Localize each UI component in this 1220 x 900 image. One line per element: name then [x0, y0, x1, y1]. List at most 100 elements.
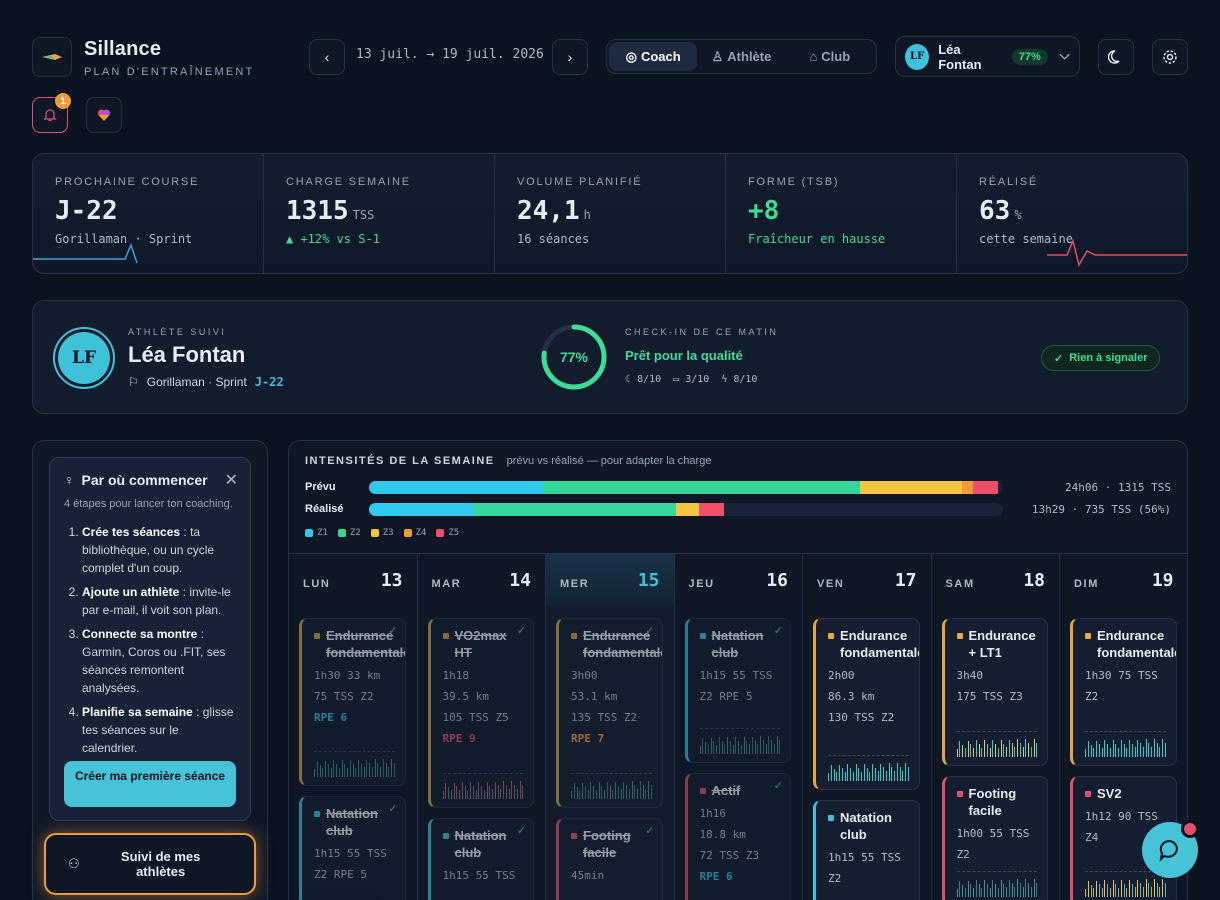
day-name: SAM [945, 578, 975, 590]
chat-icon [1159, 839, 1178, 862]
list-item: Ajoute un athlète : invite-le par e-mail… [82, 583, 236, 619]
checkin-eyebrow: CHECK-IN DE CE MATIN [625, 327, 779, 337]
day-header-mer[interactable]: MER 15 [546, 553, 675, 606]
kpi-planned-volume: VOLUME PLANIFIÉ 24,1 h 16 séances [495, 154, 726, 273]
session-card[interactable]: Natation club 1h15 55 TSS Z2 [813, 800, 920, 900]
sport-dot [956, 791, 963, 797]
session-meta: Z2 [1085, 690, 1099, 703]
onboarding-guide: ♀ Par où commencer ✕ 4 étapes pour lance… [49, 457, 251, 821]
sport-dot [571, 633, 577, 639]
day-name: MER [560, 578, 590, 590]
prev-week-button[interactable]: ‹ [309, 39, 345, 75]
sport-dot [828, 633, 834, 639]
day-name: DIM [1074, 578, 1099, 590]
sport-dot [828, 815, 834, 821]
session-card[interactable]: Natation club ✓ 1h15 55 TSS [427, 818, 534, 900]
session-meta: 1h30 75 TSS [1085, 669, 1158, 682]
list-item: Planifie sa semaine : glisse tes séances… [82, 703, 236, 757]
session-profile-bars [314, 751, 395, 777]
chevron-down-icon [1059, 53, 1070, 60]
status-badge: ✓ Rien à signaler [1041, 345, 1161, 371]
next-week-button[interactable]: › [552, 39, 588, 75]
legend-item: Z1 [305, 528, 328, 538]
session-meta: 1h15 55 TSS [314, 847, 387, 860]
session-title: Actif [711, 783, 741, 798]
day-header-dim[interactable]: DIM 19 [1060, 553, 1187, 606]
day-header-lun[interactable]: LUN 13 [289, 553, 418, 606]
legend-item: Z4 [403, 528, 426, 538]
session-profile-bars [1085, 871, 1166, 897]
gear-icon [1163, 50, 1177, 64]
session-title: Footing facile [968, 786, 1017, 818]
session-card[interactable]: Endurance fondamentale 2h00 86.3 km 130 TSS… [813, 618, 920, 790]
bell-icon [43, 109, 57, 122]
session-card[interactable]: Footing facile 1h00 55 TSS Z2 [941, 776, 1048, 900]
sport-dot [699, 633, 706, 639]
day-header-jeu[interactable]: JEU 16 [674, 553, 803, 606]
session-card[interactable]: Endurance fondamentale ✓ 3h00 53.1 km 135 TS… [556, 618, 663, 808]
session-profile-bars [828, 755, 909, 781]
app-logo[interactable] [32, 37, 72, 77]
session-title: Endurance fondamentale [840, 628, 920, 660]
tab-coach[interactable]: ◎ Coach [609, 42, 698, 71]
user-menu[interactable]: LF Léa Fontan 77% [895, 36, 1080, 77]
planned-intensity-bar [369, 481, 1003, 494]
tab-club[interactable]: ⌂ Club [809, 49, 851, 64]
session-meta: 3h00 [571, 669, 598, 682]
week-range: 13 juil. → 19 juil. 2026 [356, 47, 544, 62]
check-icon: ✓ [773, 625, 783, 637]
day-column [803, 606, 932, 900]
session-meta: 175 TSS Z3 [956, 690, 1023, 703]
session-title: Endurance fondamentale [583, 628, 663, 660]
sport-dot [442, 633, 449, 639]
close-icon[interactable]: ✕ [224, 472, 238, 489]
day-header-ven[interactable]: VEN 17 [803, 553, 932, 606]
settings-button[interactable] [1152, 39, 1188, 75]
intensity-subtitle: prévu vs réalisé — pour adapter la charg… [506, 455, 712, 467]
follow-athletes-button[interactable]: ⚇ Suivi de mes athlètes [44, 833, 256, 895]
check-icon: ✓ [645, 825, 655, 837]
building-icon: ⌂ [809, 49, 818, 64]
session-title: Natation club [840, 810, 892, 842]
moon-icon: ☾ [625, 374, 632, 385]
lightbulb-icon: ♀ [64, 472, 75, 488]
session-card[interactable]: Actif ✓ 1h16 18.8 km 72 TSS Z3 RPE 6 [684, 773, 791, 900]
checkin-status: Prêt pour la qualité [625, 348, 743, 363]
session-meta: 45min [571, 869, 605, 882]
theme-toggle-button[interactable] [1098, 39, 1134, 75]
done-intensity-bar [369, 503, 1003, 516]
athlete-avatar[interactable]: LF [53, 327, 115, 389]
planned-summary: 24h06 · 1315 TSS [1065, 481, 1171, 494]
target-icon: ◎ [625, 48, 637, 64]
planned-label: Prévu [305, 481, 336, 493]
session-card[interactable]: Footing facile ✓ 45min [556, 818, 663, 900]
session-card[interactable]: Endurance fondamentale ✓ 1h30 33 km 75 TSS … [299, 618, 406, 786]
session-card[interactable]: Endurance + LT1 3h40 175 TSS Z3 [941, 618, 1048, 766]
day-header-sam[interactable]: SAM 18 [931, 553, 1060, 606]
day-name: VEN [817, 578, 845, 590]
day-number: 17 [894, 569, 917, 591]
session-meta: 1h12 90 TSS [1085, 810, 1158, 823]
list-item: Connecte sa montre : Garmin, Coros ou .F… [82, 625, 236, 697]
session-meta: 1h15 55 TSS [699, 669, 773, 682]
session-title: Endurance fondamentale [326, 628, 406, 660]
session-card[interactable]: Natation club ✓ 1h15 55 TSS Z2 RPE 5 [684, 618, 791, 763]
zone-segment-z4 [961, 481, 973, 494]
session-profile-bars [442, 773, 523, 799]
session-meta: 1h16 [699, 807, 727, 820]
tab-athlete[interactable]: ♙ Athlète [711, 48, 772, 65]
guide-steps: Crée tes séances : ta bibliothèque, ou u… [64, 523, 236, 757]
athlete-race: ⚐ Gorillaman · Sprint J-22 [128, 375, 284, 389]
check-icon: ✓ [516, 625, 526, 637]
session-card[interactable]: Endurance fondamentale 1h30 75 TSS Z2 [1070, 618, 1177, 766]
kpi-strip: PROCHAINE COURSE J-22 Gorillaman · Sprin… [32, 153, 1188, 274]
session-title: Natation club [326, 806, 378, 838]
apps-button[interactable] [86, 97, 122, 133]
check-icon: ✓ [645, 625, 655, 637]
day-header-mar[interactable]: MAR 14 [417, 553, 546, 606]
session-meta: 3h40 [956, 669, 984, 682]
create-first-session-button[interactable]: Créer ma première séance [64, 761, 236, 807]
session-card[interactable]: VO2max HT ✓ 1h18 39.5 km 105 TSS Z5 RPE 9 [427, 618, 534, 808]
session-card[interactable]: Natation club ✓ 1h15 55 TSS Z2 RPE 5 [299, 796, 406, 900]
legend-swatch [370, 529, 379, 537]
